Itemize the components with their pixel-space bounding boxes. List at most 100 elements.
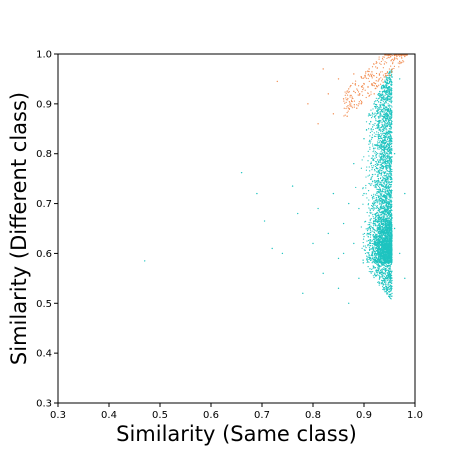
- data-point: [381, 144, 383, 146]
- data-point: [385, 102, 387, 104]
- data-point: [387, 72, 389, 74]
- data-point: [378, 245, 380, 248]
- data-point: [375, 270, 377, 272]
- data-point: [346, 94, 349, 96]
- data-point: [372, 123, 374, 126]
- data-point: [372, 202, 374, 204]
- data-point: [370, 231, 372, 233]
- data-point: [390, 168, 392, 170]
- data-point: [390, 215, 392, 217]
- data-point: [385, 194, 387, 196]
- data-point: [384, 106, 386, 108]
- data-point: [384, 197, 386, 199]
- data-point: [374, 275, 377, 277]
- data-point: [383, 266, 385, 269]
- data-point: [382, 81, 384, 83]
- data-point: [386, 205, 388, 208]
- data-point: [393, 65, 396, 68]
- data-point: [379, 232, 381, 234]
- data-point: [386, 178, 388, 180]
- data-point: [383, 209, 385, 212]
- data-point: [385, 248, 387, 250]
- data-point: [388, 252, 391, 254]
- data-point: [378, 142, 380, 144]
- data-point: [390, 148, 392, 150]
- data-point: [386, 250, 388, 252]
- data-point: [388, 210, 390, 212]
- data-point: [373, 250, 375, 252]
- data-point: [387, 233, 389, 235]
- data-point: [388, 227, 390, 229]
- x-axis-title: Similarity (Same class): [116, 422, 357, 446]
- data-point: [379, 160, 381, 162]
- data-point: [380, 189, 382, 191]
- data-point: [389, 237, 391, 239]
- data-point: [375, 119, 377, 122]
- data-point: [371, 227, 373, 229]
- data-point: [388, 178, 390, 180]
- data-point: [302, 292, 304, 295]
- data-point: [384, 240, 387, 242]
- data-point: [368, 270, 370, 273]
- data-point: [297, 212, 299, 215]
- data-point: [370, 157, 372, 159]
- data-point: [391, 106, 393, 108]
- data-point: [369, 114, 371, 117]
- data-point: [387, 244, 389, 246]
- data-point: [379, 226, 381, 229]
- data-point: [383, 129, 385, 131]
- data-point: [371, 198, 374, 200]
- data-point: [387, 95, 389, 98]
- data-point: [374, 273, 376, 276]
- data-point: [361, 91, 363, 93]
- data-point: [384, 132, 386, 135]
- data-point: [365, 184, 367, 187]
- data-point: [348, 108, 351, 110]
- data-point: [386, 213, 389, 215]
- data-point: [391, 76, 393, 78]
- data-point: [312, 242, 314, 245]
- data-point: [370, 93, 372, 95]
- data-point: [387, 110, 389, 112]
- data-point: [382, 149, 384, 151]
- data-point: [379, 211, 382, 214]
- data-point: [377, 227, 379, 230]
- data-point: [390, 210, 392, 212]
- data-point: [371, 112, 374, 114]
- data-point: [360, 226, 362, 228]
- data-point: [376, 247, 379, 250]
- data-point: [385, 286, 388, 288]
- data-point: [390, 94, 392, 96]
- data-point: [371, 230, 373, 232]
- data-point: [382, 136, 384, 139]
- data-point: [390, 91, 392, 93]
- data-point: [374, 224, 377, 226]
- data-point: [372, 113, 374, 115]
- data-point: [373, 253, 376, 255]
- data-point: [389, 125, 391, 127]
- data-point: [386, 92, 388, 94]
- data-point: [369, 242, 372, 244]
- data-point: [374, 202, 376, 204]
- data-point: [387, 90, 389, 92]
- data-point: [352, 82, 354, 84]
- data-point: [390, 81, 392, 83]
- data-point: [365, 247, 367, 249]
- data-point: [385, 252, 387, 255]
- data-point: [386, 261, 388, 263]
- data-point: [373, 165, 375, 167]
- data-point: [373, 197, 375, 199]
- data-point: [379, 217, 382, 220]
- data-point: [377, 200, 379, 202]
- data-point: [382, 244, 385, 246]
- data-point: [386, 163, 388, 165]
- data-point: [389, 181, 392, 184]
- data-point: [381, 87, 383, 90]
- data-point: [371, 134, 374, 136]
- data-point: [388, 262, 390, 264]
- y-tick-label: 0.8: [36, 149, 52, 160]
- data-point: [380, 265, 382, 267]
- data-point: [362, 245, 365, 247]
- data-point: [362, 187, 364, 189]
- data-point: [389, 143, 391, 145]
